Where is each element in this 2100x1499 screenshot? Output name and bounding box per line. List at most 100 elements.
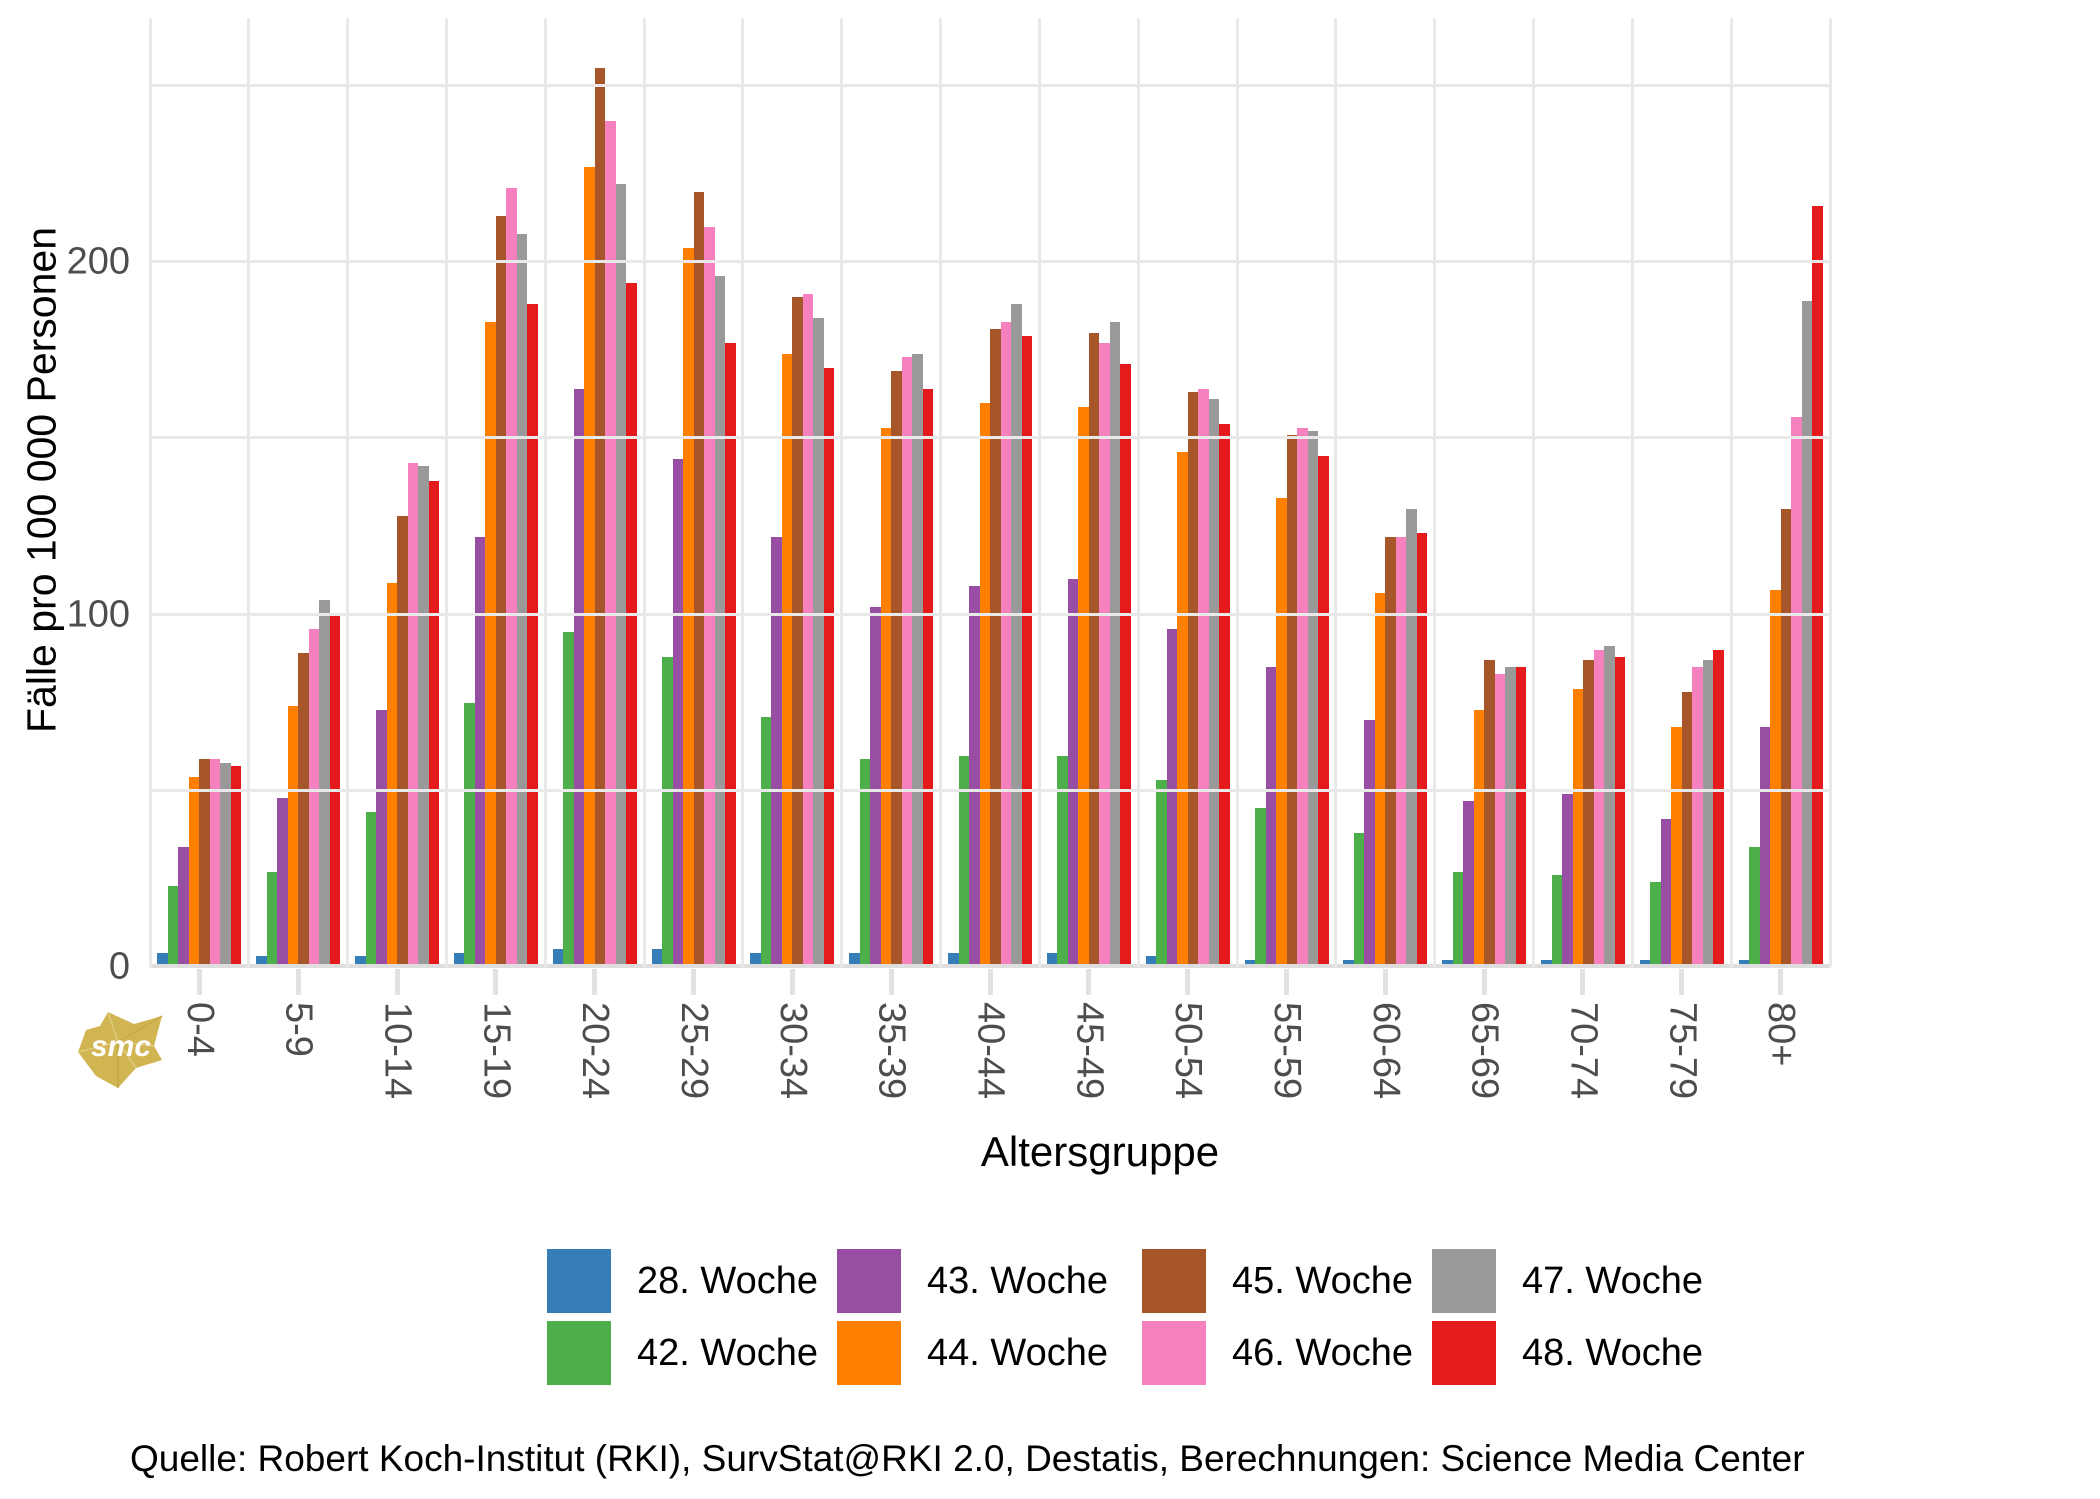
bar-42Woche-40-44	[958, 755, 970, 967]
x-tick-label-70-74: 70-74	[1562, 1002, 1605, 1100]
x-axis-title: Altersgruppe	[980, 1128, 1220, 1175]
x-tick-label-50-54: 50-54	[1167, 1002, 1210, 1100]
smc-logo: smc	[77, 1011, 163, 1088]
bar-46Woche-5-9	[308, 628, 320, 967]
bar-group-45-49	[1039, 18, 1138, 967]
source-note: Quelle: Robert Koch-Institut (RKI), Surv…	[130, 1438, 1805, 1479]
bar-45Woche-0-4	[199, 759, 210, 967]
legend-item-42Woche: 42. Woche	[547, 1321, 837, 1385]
bar-46Woche-50-54	[1198, 388, 1209, 967]
x-tick-label-20-24: 20-24	[574, 1002, 617, 1100]
bar-48Woche-10-14	[428, 480, 440, 967]
bar-45Woche-80+	[1780, 508, 1792, 967]
bar-group-50-54	[1138, 18, 1237, 967]
y-gridline	[150, 436, 1830, 440]
bar-43Woche-55-59	[1265, 667, 1277, 967]
legend-label: 48. Woche	[1522, 1331, 1703, 1374]
bar-group-35-39	[842, 18, 941, 967]
bar-groups-container	[150, 18, 1830, 967]
bar-42Woche-55-59	[1255, 808, 1266, 967]
bar-42Woche-20-24	[563, 632, 574, 967]
bar-45Woche-25-29	[693, 191, 705, 967]
x-tick	[493, 969, 499, 995]
legend-label: 47. Woche	[1522, 1259, 1703, 1302]
bar-46Woche-45-49	[1099, 343, 1110, 967]
legend-item-47Woche: 47. Woche	[1432, 1249, 1703, 1313]
bar-28Woche-40-44	[948, 952, 959, 967]
x-gridline	[1532, 18, 1536, 967]
bar-48Woche-75-79	[1713, 649, 1724, 967]
bar-46Woche-20-24	[605, 121, 616, 967]
bar-43Woche-20-24	[573, 388, 585, 967]
bar-45Woche-20-24	[594, 68, 606, 967]
bar-44Woche-60-64	[1374, 593, 1386, 967]
bar-47Woche-75-79	[1702, 660, 1714, 967]
x-tick	[1778, 969, 1784, 995]
x-tick-label-10-14: 10-14	[376, 1002, 419, 1100]
bar-47Woche-70-74	[1604, 646, 1615, 967]
bar-28Woche-70-74	[1541, 959, 1552, 967]
bar-42Woche-5-9	[266, 871, 278, 967]
smc-logo-shape	[78, 1012, 162, 1088]
bar-48Woche-45-49	[1120, 364, 1131, 967]
legend-label: 43. Woche	[927, 1259, 1108, 1302]
x-tick-label-0-4: 0-4	[178, 1002, 221, 1057]
bar-43Woche-70-74	[1562, 794, 1573, 967]
bar-48Woche-55-59	[1318, 455, 1329, 967]
bar-47Woche-5-9	[319, 600, 330, 967]
bar-43Woche-65-69	[1463, 801, 1474, 967]
y-axis-title: Fälle pro 100 000 Personen	[18, 226, 65, 734]
bar-45Woche-35-39	[891, 371, 902, 967]
bar-28Woche-65-69	[1442, 959, 1453, 967]
x-tick	[987, 969, 993, 995]
bar-43Woche-35-39	[870, 607, 881, 967]
x-tick	[888, 969, 894, 995]
x-tick-label-80+: 80+	[1760, 1002, 1803, 1067]
legend-swatch	[547, 1321, 611, 1385]
bar-44Woche-15-19	[485, 321, 496, 967]
bar-group-5-9	[249, 18, 348, 967]
bar-28Woche-30-34	[750, 952, 761, 967]
bar-47Woche-65-69	[1505, 667, 1516, 967]
bar-28Woche-50-54	[1145, 956, 1157, 967]
bar-42Woche-80+	[1749, 847, 1760, 967]
bar-44Woche-45-49	[1078, 406, 1089, 967]
bar-46Woche-15-19	[506, 187, 517, 967]
bar-45Woche-45-49	[1088, 332, 1100, 967]
bar-42Woche-30-34	[760, 716, 772, 967]
bar-48Woche-70-74	[1614, 656, 1625, 967]
bar-48Woche-15-19	[527, 304, 538, 967]
bar-28Woche-45-49	[1046, 952, 1058, 967]
bar-44Woche-30-34	[781, 353, 793, 967]
bar-42Woche-35-39	[859, 759, 871, 967]
x-tick	[1580, 969, 1586, 995]
bar-47Woche-20-24	[615, 184, 627, 967]
y-gridline	[150, 260, 1830, 263]
bar-44Woche-20-24	[584, 166, 595, 967]
x-tick	[1382, 969, 1388, 995]
bar-44Woche-0-4	[188, 776, 200, 967]
bar-44Woche-55-59	[1276, 498, 1287, 967]
bar-46Woche-30-34	[802, 293, 814, 967]
bar-group-60-64	[1336, 18, 1435, 967]
x-gridline	[939, 18, 943, 967]
x-tick-label-30-34: 30-34	[771, 1002, 814, 1100]
x-tick	[592, 969, 598, 995]
bar-28Woche-15-19	[453, 952, 465, 967]
smc-logo-text: smc	[91, 1030, 151, 1063]
bar-47Woche-55-59	[1307, 431, 1319, 967]
bar-43Woche-30-34	[771, 536, 782, 967]
bar-46Woche-40-44	[1000, 321, 1012, 967]
x-gridline	[148, 18, 152, 967]
bar-43Woche-25-29	[672, 459, 684, 967]
bar-28Woche-35-39	[849, 952, 860, 967]
x-gridline	[543, 18, 547, 967]
bar-28Woche-60-64	[1343, 959, 1354, 967]
bar-48Woche-50-54	[1219, 424, 1230, 967]
legend-swatch	[1432, 1249, 1496, 1313]
legend-item-45Woche: 45. Woche	[1142, 1249, 1432, 1313]
x-tick	[691, 969, 697, 995]
bar-42Woche-50-54	[1156, 780, 1167, 967]
bar-45Woche-65-69	[1484, 660, 1495, 967]
x-tick	[1185, 969, 1191, 995]
